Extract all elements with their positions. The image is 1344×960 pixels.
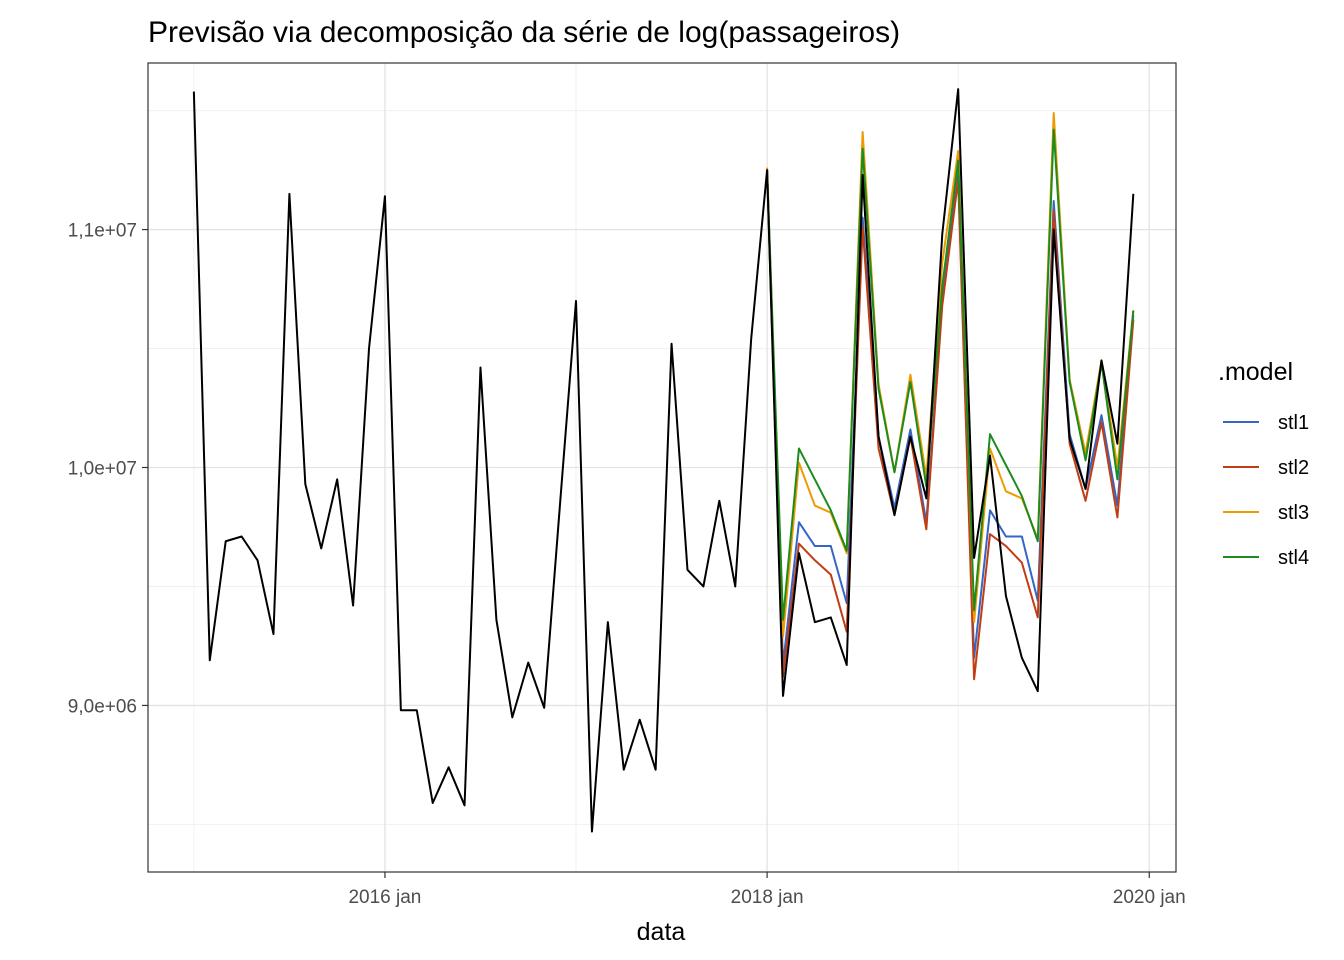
chart-title: Previsão via decomposição da série de lo…	[148, 16, 900, 49]
legend[interactable]: .model stl1 stl2 stl3 stl4	[1218, 358, 1309, 569]
series-lines	[192, 88, 1135, 833]
plot-panel	[147, 62, 1177, 873]
legend-label-stl3: stl3	[1278, 502, 1309, 524]
x-axis-title: data	[637, 918, 686, 946]
y-axis: 9,0e+06 1,0e+07 1,1e+07	[68, 221, 148, 717]
y-tick-label: 1,1e+07	[68, 221, 137, 242]
legend-item-stl4[interactable]: stl4	[1223, 547, 1309, 569]
legend-item-stl2[interactable]: stl2	[1223, 457, 1309, 479]
legend-label-stl1: stl1	[1278, 412, 1309, 434]
observed-line	[192, 88, 1135, 833]
y-tick-label: 9,0e+06	[68, 696, 137, 717]
x-tick-label: 2020 jan	[1113, 887, 1186, 908]
legend-label-stl2: stl2	[1278, 457, 1309, 479]
legend-title: .model	[1218, 358, 1293, 386]
x-tick-label: 2016 jan	[348, 887, 421, 908]
series-line-stl4	[766, 128, 1135, 621]
legend-item-stl3[interactable]: stl3	[1223, 502, 1309, 524]
y-tick-label: 1,0e+07	[68, 459, 137, 480]
legend-entries: stl1 stl2 stl3 stl4	[1223, 412, 1309, 569]
x-axis: 2016 jan 2018 jan 2020 jan	[348, 872, 1186, 908]
legend-item-stl1[interactable]: stl1	[1223, 412, 1309, 434]
x-tick-label: 2018 jan	[731, 887, 804, 908]
series-line-stl2	[766, 170, 1135, 681]
legend-label-stl4: stl4	[1278, 547, 1309, 569]
